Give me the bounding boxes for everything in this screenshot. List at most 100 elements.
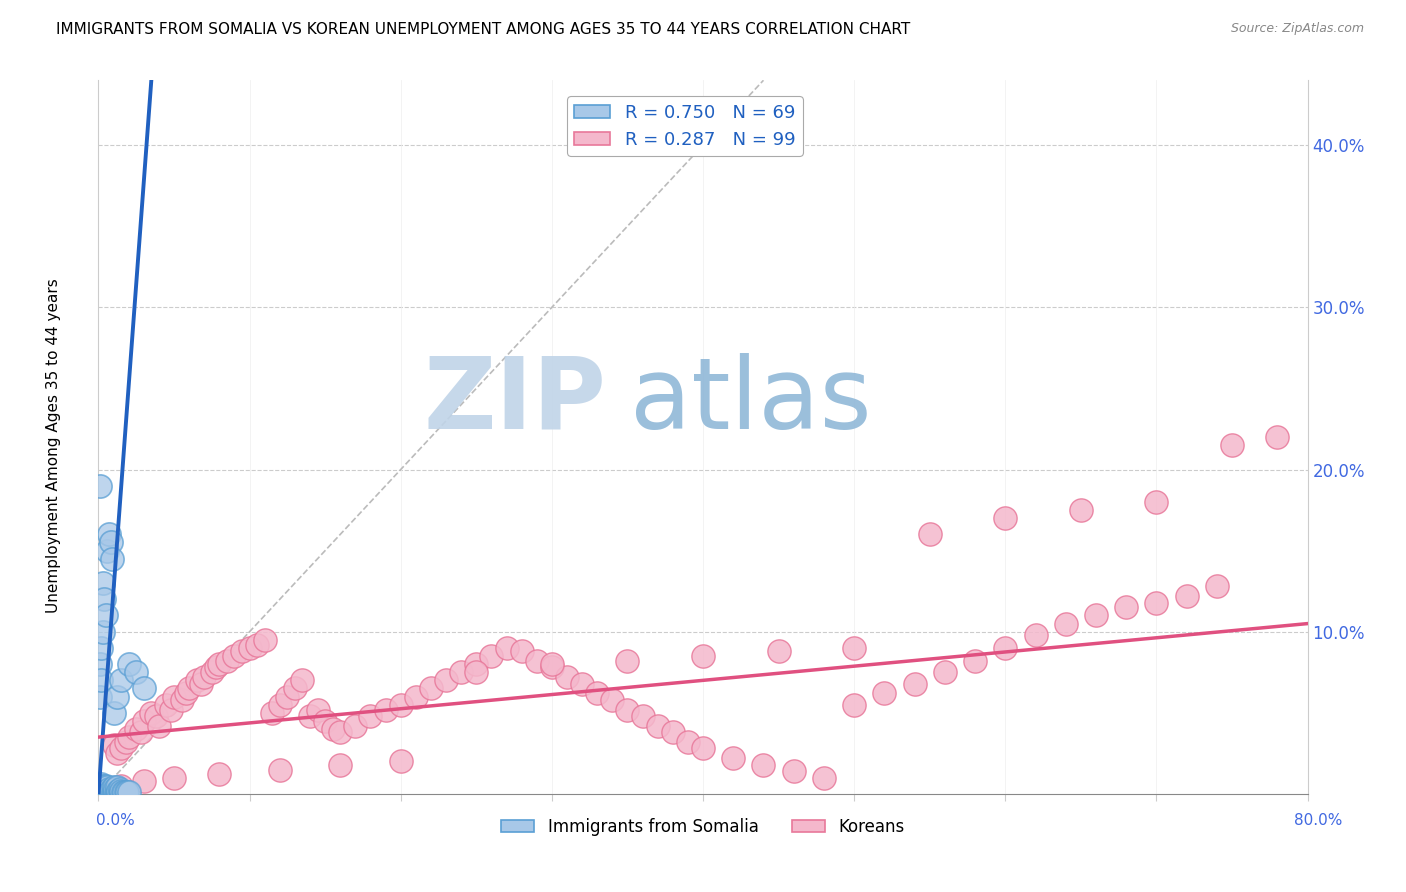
Legend: Immigrants from Somalia, Koreans: Immigrants from Somalia, Koreans xyxy=(495,812,911,843)
Point xyxy=(110,741,132,756)
Point xyxy=(98,527,121,541)
Point xyxy=(132,681,155,696)
Point xyxy=(96,780,118,795)
Point xyxy=(465,665,488,680)
Point xyxy=(118,657,141,672)
Point xyxy=(768,644,790,658)
Point xyxy=(132,773,155,788)
Point xyxy=(314,714,336,728)
Point xyxy=(105,783,128,797)
Point xyxy=(91,624,114,639)
Point xyxy=(329,725,352,739)
Point xyxy=(631,709,654,723)
Point xyxy=(844,698,866,712)
Point xyxy=(89,787,111,801)
Point xyxy=(616,654,638,668)
Point xyxy=(111,785,134,799)
Point xyxy=(231,644,253,658)
Point xyxy=(813,771,835,785)
Point xyxy=(105,690,128,704)
Text: Source: ZipAtlas.com: Source: ZipAtlas.com xyxy=(1230,22,1364,36)
Point xyxy=(98,782,121,797)
Text: atlas: atlas xyxy=(630,353,872,450)
Point xyxy=(904,676,927,690)
Point xyxy=(269,763,291,777)
Point xyxy=(125,722,148,736)
Point xyxy=(90,777,112,791)
Point xyxy=(186,673,208,688)
Point xyxy=(918,527,941,541)
Point xyxy=(1115,600,1137,615)
Point xyxy=(571,676,593,690)
Point xyxy=(201,665,224,680)
Point xyxy=(1144,595,1167,609)
Point xyxy=(420,681,443,696)
Point xyxy=(299,709,322,723)
Point xyxy=(101,782,124,797)
Point xyxy=(602,693,624,707)
Point xyxy=(110,779,132,793)
Point xyxy=(145,709,167,723)
Point xyxy=(661,725,683,739)
Point xyxy=(105,747,128,761)
Text: IMMIGRANTS FROM SOMALIA VS KOREAN UNEMPLOYMENT AMONG AGES 35 TO 44 YEARS CORRELA: IMMIGRANTS FROM SOMALIA VS KOREAN UNEMPL… xyxy=(56,22,911,37)
Point xyxy=(107,783,129,797)
Point xyxy=(98,785,121,799)
Point xyxy=(329,757,352,772)
Point xyxy=(118,785,141,799)
Point xyxy=(692,648,714,663)
Point xyxy=(752,757,775,772)
Point xyxy=(96,543,118,558)
Point xyxy=(100,785,122,799)
Point xyxy=(276,690,298,704)
Point xyxy=(965,654,987,668)
Point xyxy=(90,783,112,797)
Point xyxy=(647,719,669,733)
Point xyxy=(89,690,111,704)
Point xyxy=(94,779,117,793)
Point xyxy=(873,686,896,700)
Point xyxy=(89,782,111,797)
Point xyxy=(103,738,125,752)
Point xyxy=(129,725,152,739)
Point xyxy=(101,785,124,799)
Point xyxy=(110,783,132,797)
Point xyxy=(100,535,122,549)
Point xyxy=(253,632,276,647)
Point xyxy=(616,702,638,716)
Point xyxy=(360,709,382,723)
Point xyxy=(510,644,533,658)
Point xyxy=(692,741,714,756)
Point xyxy=(110,785,132,799)
Point xyxy=(526,654,548,668)
Point xyxy=(94,608,117,623)
Point xyxy=(108,782,131,797)
Point xyxy=(91,782,114,797)
Point xyxy=(481,648,503,663)
Point xyxy=(208,657,231,672)
Point xyxy=(93,592,115,607)
Point xyxy=(179,681,201,696)
Point xyxy=(170,693,193,707)
Point xyxy=(104,785,127,799)
Text: 80.0%: 80.0% xyxy=(1295,814,1343,828)
Point xyxy=(450,665,472,680)
Point xyxy=(93,780,115,795)
Point xyxy=(148,719,170,733)
Point xyxy=(934,665,956,680)
Point xyxy=(105,780,128,795)
Point xyxy=(1267,430,1289,444)
Text: ZIP: ZIP xyxy=(423,353,606,450)
Point xyxy=(96,783,118,797)
Point xyxy=(103,706,125,720)
Point xyxy=(994,511,1017,525)
Point xyxy=(555,670,578,684)
Point xyxy=(89,785,111,799)
Point xyxy=(540,657,562,672)
Text: Unemployment Among Ages 35 to 44 years: Unemployment Among Ages 35 to 44 years xyxy=(46,278,60,614)
Point xyxy=(132,714,155,728)
Point xyxy=(94,782,117,797)
Point xyxy=(1175,589,1198,603)
Point xyxy=(262,706,284,720)
Point xyxy=(1024,628,1046,642)
